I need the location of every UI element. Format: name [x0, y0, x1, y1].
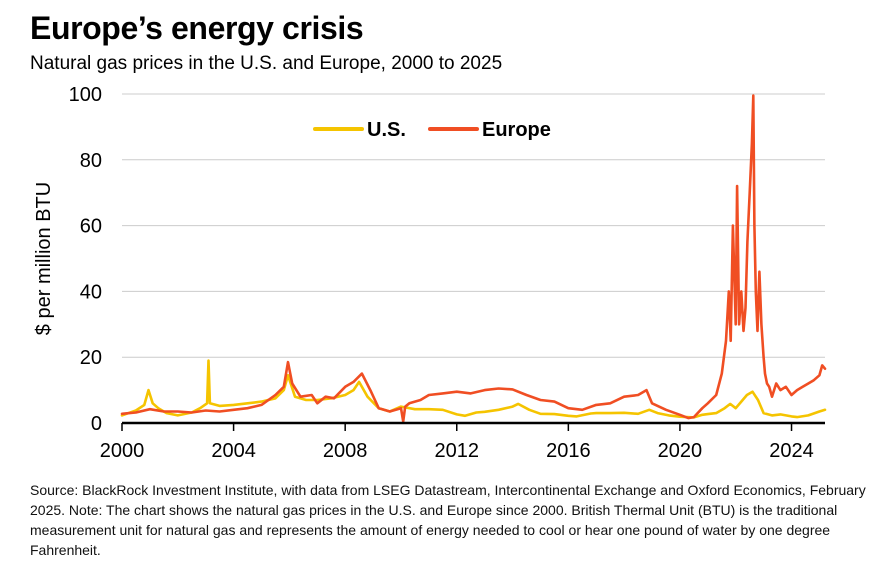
x-tick-label: 2008	[323, 440, 368, 462]
chart-title: Europe’s energy crisis	[30, 10, 364, 46]
chart-subtitle: Natural gas prices in the U.S. and Europ…	[30, 53, 503, 74]
series-line-europe	[120, 94, 827, 423]
y-tick-label: 0	[91, 413, 102, 435]
source-note: Source: BlackRock Investment Institute, …	[30, 482, 866, 558]
legend: U.S. Europe	[313, 119, 551, 141]
y-tick-label: 100	[69, 84, 102, 106]
x-tick-label: 2004	[211, 440, 256, 462]
axes: 0 20 40 60 80 100 2000 2004 2008 2012 2016 2020 2024…	[33, 84, 825, 462]
gridlines	[122, 93, 825, 358]
x-tick-label: 2012	[435, 440, 480, 462]
x-tick-label: 2000	[100, 440, 145, 462]
x-tick-label: 2020	[658, 440, 703, 462]
y-tick-label: 80	[80, 150, 102, 172]
x-tick-label: 2024	[769, 440, 814, 462]
series-lines	[120, 94, 827, 423]
line-chart: 0 20 40 60 80 100 2000 2004 2008 2012 2016 2020 2024…	[33, 84, 827, 462]
legend-label-us: U.S.	[367, 119, 406, 141]
legend-label-europe: Europe	[482, 119, 551, 141]
series-line-us	[120, 359, 827, 419]
y-tick-label: 60	[80, 216, 102, 238]
y-tick-label: 40	[80, 281, 102, 303]
x-tick-label: 2016	[546, 440, 591, 462]
y-axis-label: $ per million BTU	[33, 182, 55, 335]
y-tick-label: 20	[80, 347, 102, 369]
chart-area: 0 20 40 60 80 100 2000 2004 2008 2012 2016 2020 2024…	[33, 84, 827, 462]
